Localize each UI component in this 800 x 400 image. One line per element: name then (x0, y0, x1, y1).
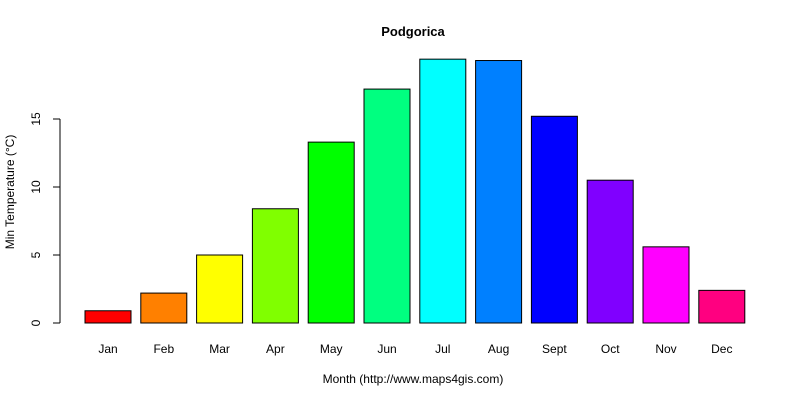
bar-jan (84, 310, 132, 324)
bar-nov (642, 246, 690, 324)
x-tick-labels: Jan Feb Mar Apr May Jun Jul Aug Sept Oct Nov Dec (98, 342, 732, 356)
bars-group (84, 58, 746, 324)
y-axis: 0 5 10 15 (29, 112, 61, 326)
bar-jun (363, 88, 411, 324)
bar-jul (419, 58, 467, 324)
x-axis-label: Month (http://www.maps4gis.com) (323, 372, 504, 386)
y-tick-label: 10 (29, 180, 43, 194)
y-tick-label: 15 (29, 112, 43, 126)
y-tick-label: 5 (29, 251, 43, 258)
x-tick-label: Feb (153, 342, 174, 356)
x-tick-label: Apr (266, 342, 285, 356)
x-tick-label: Jan (98, 342, 117, 356)
x-tick-label: Jul (435, 342, 450, 356)
bar-feb (140, 292, 188, 324)
x-tick-label: Sept (542, 342, 567, 356)
x-tick-label: Jun (377, 342, 396, 356)
x-tick-label: May (320, 342, 343, 356)
bar-dec (698, 289, 746, 324)
x-tick-label: Mar (209, 342, 230, 356)
y-tick-label: 0 (29, 319, 43, 326)
chart-title: Podgorica (381, 24, 445, 39)
bar-oct (586, 179, 634, 324)
x-tick-label: Nov (655, 342, 676, 356)
x-tick-label: Aug (488, 342, 509, 356)
x-tick-label: Oct (601, 342, 620, 356)
bar-apr (251, 208, 299, 324)
x-tick-label: Dec (711, 342, 732, 356)
bar-aug (475, 60, 523, 324)
bar-mar (196, 254, 244, 324)
bar-sept (530, 115, 578, 324)
y-axis-label: Min Temperature (°C) (3, 135, 17, 250)
bar-may (307, 141, 355, 324)
